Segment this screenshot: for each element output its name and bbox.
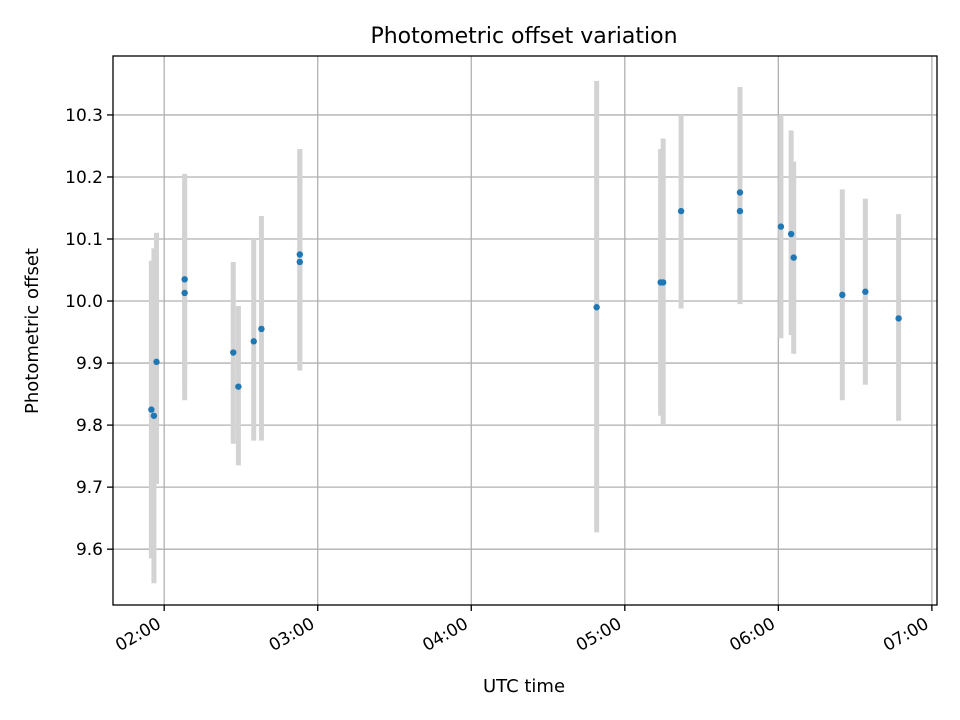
- error-bars: [148, 80, 902, 584]
- y-tick-label: 10.3: [65, 106, 103, 126]
- data-point: [181, 289, 188, 297]
- grid: [113, 56, 937, 605]
- data-point: [230, 349, 237, 356]
- x-tick-label: 04:00: [419, 614, 471, 656]
- y-tick-label: 10.0: [65, 292, 103, 312]
- data-point: [736, 207, 744, 215]
- data-point: [839, 291, 846, 299]
- data-point: [593, 304, 600, 311]
- data-point: [787, 230, 795, 238]
- data-point: [862, 288, 869, 295]
- data-point: [153, 358, 160, 366]
- x-tick-label: 07:00: [880, 614, 932, 656]
- data-point: [148, 406, 155, 413]
- y-tick-label: 10.1: [65, 230, 103, 250]
- data-point: [250, 338, 257, 345]
- data-point: [150, 412, 158, 419]
- data-point: [777, 223, 785, 230]
- x-tick-label: 03:00: [266, 614, 318, 656]
- y-tick-label: 9.9: [76, 354, 103, 374]
- y-tick-label: 9.6: [76, 540, 103, 560]
- x-tick-label: 06:00: [726, 614, 778, 656]
- x-axis-ticks: 02:00 03:00 04:00 05:00 06:00 07:00: [112, 605, 933, 656]
- data-point: [790, 254, 797, 261]
- x-tick-label: 02:00: [112, 614, 164, 656]
- data-point: [258, 325, 265, 333]
- y-axis-ticks: 9.6 9.7 9.8 9.9 10.0 10.1 10.2 10.3: [65, 106, 113, 560]
- y-tick-label: 9.8: [76, 416, 103, 436]
- data-point: [736, 189, 744, 196]
- y-axis-label: Photometric offset: [22, 248, 43, 414]
- data-point: [235, 383, 242, 390]
- y-tick-label: 10.2: [65, 168, 103, 188]
- data-point: [296, 258, 304, 266]
- data-point: [895, 315, 902, 322]
- data-point: [677, 207, 685, 215]
- x-tick-label: 05:00: [573, 614, 625, 656]
- data-point: [181, 276, 188, 283]
- chart-title: Photometric offset variation: [370, 24, 677, 49]
- data-point: [296, 251, 304, 258]
- data-points: [148, 189, 902, 419]
- plot-frame: [112, 55, 938, 606]
- data-point: [659, 279, 667, 286]
- y-tick-label: 9.7: [76, 478, 103, 498]
- x-axis-label: UTC time: [483, 676, 565, 697]
